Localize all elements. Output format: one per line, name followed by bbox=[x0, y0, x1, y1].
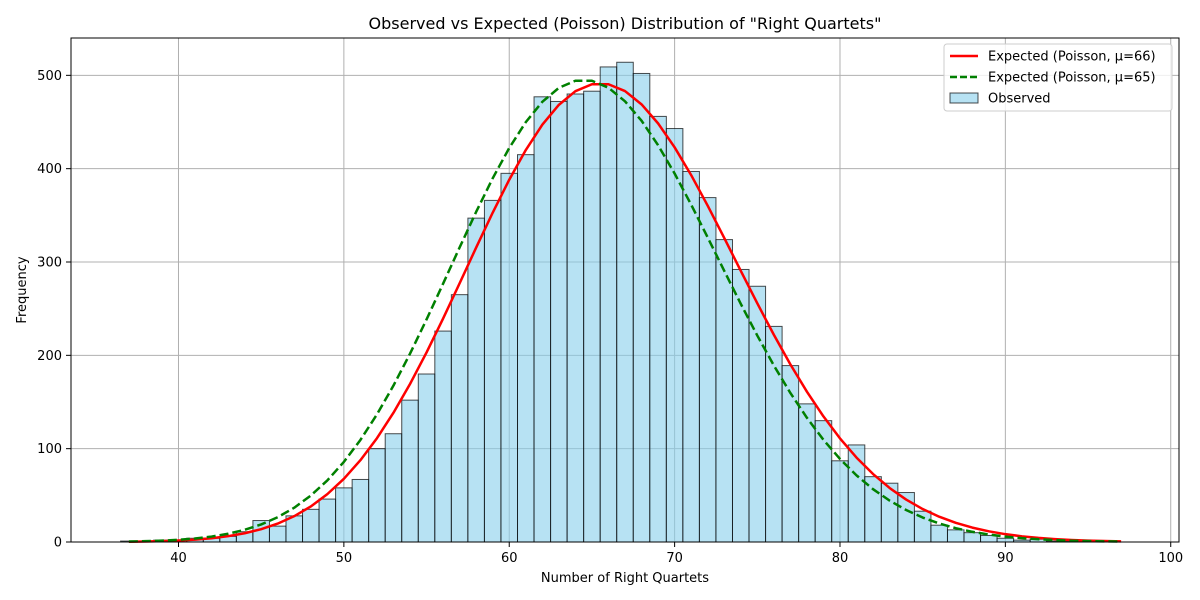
x-tick-label: 70 bbox=[666, 551, 683, 566]
y-axis-ticks: 0 100 200 300 400 500 bbox=[37, 69, 71, 551]
histogram-bar bbox=[533, 96, 552, 543]
legend-patch-swatch bbox=[949, 92, 979, 104]
histogram-bar bbox=[583, 90, 601, 543]
histogram-bar bbox=[417, 373, 436, 543]
legend-entry-mu66: Expected (Poisson, μ=66) bbox=[950, 50, 1156, 65]
histogram-bar bbox=[665, 128, 684, 543]
x-axis-label: Number of Right Quartets bbox=[541, 571, 709, 586]
legend-label: Observed bbox=[988, 92, 1051, 107]
x-tick-label: 60 bbox=[501, 551, 518, 566]
histogram-bar bbox=[483, 199, 502, 543]
histogram-bar bbox=[384, 433, 403, 543]
histogram-bar bbox=[599, 66, 618, 543]
histogram-bar bbox=[715, 239, 733, 543]
histogram-bar bbox=[963, 532, 982, 543]
histogram-bar bbox=[517, 154, 535, 543]
legend: Expected (Poisson, μ=66) Expected (Poisso… bbox=[943, 43, 1173, 112]
histogram-bar bbox=[996, 537, 1015, 543]
legend-entry-observed: Observed bbox=[949, 92, 1051, 107]
histogram-bar bbox=[467, 217, 485, 543]
expected-curve-mu65 bbox=[128, 79, 1122, 543]
histogram-bar bbox=[566, 93, 585, 543]
x-tick-label: 80 bbox=[832, 551, 849, 566]
x-tick-label: 40 bbox=[170, 551, 187, 566]
histogram-bar bbox=[335, 487, 353, 543]
histogram-bar bbox=[649, 115, 667, 543]
x-tick-label: 90 bbox=[997, 551, 1014, 566]
histogram-bar bbox=[698, 197, 717, 543]
legend-entry-mu65: Expected (Poisson, μ=65) bbox=[950, 71, 1156, 86]
histogram-bar bbox=[268, 525, 287, 543]
histogram-bar bbox=[401, 399, 419, 543]
histogram-bar bbox=[946, 529, 965, 543]
x-tick-label: 100 bbox=[1158, 551, 1183, 566]
plot-frame bbox=[70, 37, 1180, 543]
histogram-bar bbox=[368, 448, 386, 543]
histogram-bar bbox=[500, 172, 519, 543]
histogram-bar bbox=[550, 100, 568, 543]
histogram-bar bbox=[831, 460, 849, 543]
legend-label: Expected (Poisson, μ=65) bbox=[988, 71, 1156, 86]
y-tick-label: 0 bbox=[54, 536, 62, 551]
histogram-bar bbox=[847, 444, 866, 543]
y-tick-label: 400 bbox=[37, 162, 62, 177]
legend-label: Expected (Poisson, μ=66) bbox=[988, 50, 1156, 65]
histogram-bar bbox=[318, 498, 337, 543]
histogram-bar bbox=[930, 524, 948, 543]
chart-title: Observed vs Expected (Poisson) Distribut… bbox=[369, 14, 882, 33]
histogram-bar bbox=[864, 476, 882, 543]
y-tick-label: 500 bbox=[37, 69, 62, 84]
histogram-bar bbox=[616, 61, 634, 543]
y-tick-label: 300 bbox=[37, 256, 62, 271]
histogram-bar bbox=[765, 325, 783, 543]
legend-box bbox=[943, 43, 1173, 112]
x-axis-ticks: 40 50 60 70 80 90 100 bbox=[170, 542, 1183, 566]
histogram-bar bbox=[450, 294, 469, 543]
histogram-bar bbox=[351, 478, 370, 543]
y-tick-label: 100 bbox=[37, 442, 62, 457]
x-tick-label: 50 bbox=[336, 551, 353, 566]
y-axis-label: Frequency bbox=[15, 256, 30, 323]
y-tick-label: 200 bbox=[37, 349, 62, 364]
histogram-bar bbox=[434, 330, 452, 543]
histogram-bar bbox=[682, 170, 700, 543]
expected-curve-mu66 bbox=[128, 83, 1122, 543]
histogram-bar bbox=[302, 508, 320, 543]
histogram-bar bbox=[731, 268, 750, 543]
expected-curves bbox=[128, 79, 1122, 543]
histogram-bar bbox=[632, 72, 651, 543]
